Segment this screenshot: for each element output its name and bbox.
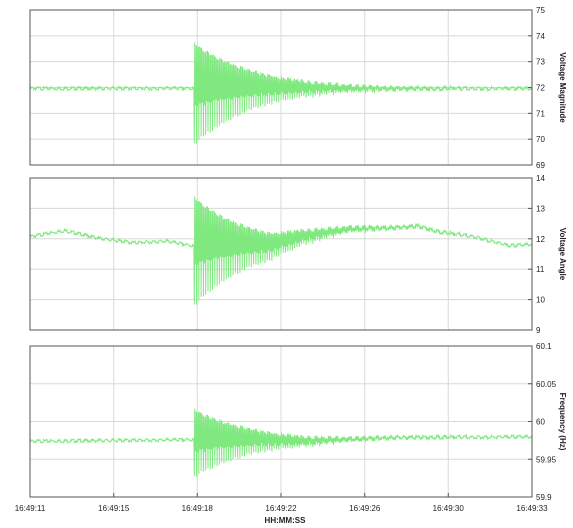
x-tick-label: 16:49:11 xyxy=(15,504,46,513)
y-tick-label: 9 xyxy=(536,326,541,335)
y-tick-label: 74 xyxy=(536,32,545,41)
y-axis-label: Frequency (Hz) xyxy=(558,393,567,451)
y-tick-label: 10 xyxy=(536,296,545,305)
y-tick-label: 75 xyxy=(536,6,545,15)
x-tick-label: 16:49:15 xyxy=(98,504,130,513)
y-tick-label: 69 xyxy=(536,161,545,170)
y-tick-label: 60.05 xyxy=(536,380,557,389)
y-tick-label: 13 xyxy=(536,204,545,213)
panel-2: 9 10 11 12 13 14 Voltage Angle xyxy=(29,174,567,335)
y-tick-label: 59.95 xyxy=(536,455,557,464)
y-tick-label: 60 xyxy=(536,418,545,427)
y-axis-label: Voltage Angle xyxy=(558,228,567,281)
y-tick-label: 60.1 xyxy=(536,342,552,351)
y-tick-label: 14 xyxy=(536,174,545,183)
y-tick-label: 73 xyxy=(536,58,545,67)
y-tick-label: 71 xyxy=(536,109,545,118)
x-tick-label: 16:49:22 xyxy=(265,504,297,513)
y-tick-label: 11 xyxy=(536,265,545,274)
x-tick-label: 16:49:30 xyxy=(433,504,465,513)
series-line xyxy=(29,196,533,305)
series-line xyxy=(29,408,533,477)
y-tick-label: 72 xyxy=(536,84,545,93)
plot-frame xyxy=(29,177,533,331)
panel-1: 69 70 71 72 73 74 75 Voltage Magnitude xyxy=(29,6,567,170)
series-line xyxy=(29,42,533,144)
y-tick-label: 70 xyxy=(536,135,545,144)
y-tick-label: 59.9 xyxy=(536,493,552,502)
x-axis-label: HH:MM:SS xyxy=(265,516,307,525)
y-tick-label: 12 xyxy=(536,235,545,244)
x-tick-label: 16:49:18 xyxy=(182,504,214,513)
x-tick-label: 16:49:33 xyxy=(516,504,548,513)
y-axis-label: Voltage Magnitude xyxy=(558,52,567,123)
x-tick-label: 16:49:26 xyxy=(349,504,381,513)
plot-frame xyxy=(29,9,533,166)
panel-3: 59.9 59.95 60 60.05 60.1 Frequency (Hz) xyxy=(29,342,567,502)
